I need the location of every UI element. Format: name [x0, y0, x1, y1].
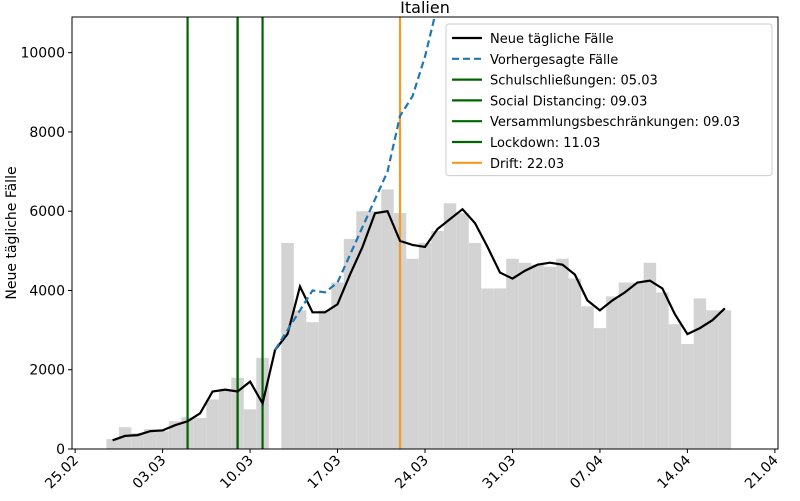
bar: [506, 258, 519, 449]
y-tick-label: 0: [56, 442, 65, 458]
bar: [556, 258, 569, 449]
legend-label: Lockdown: 11.03: [490, 136, 600, 151]
bar: [156, 431, 169, 449]
y-axis-label: Neue tägliche Fälle: [4, 166, 20, 299]
bar: [631, 282, 644, 449]
x-tick-label: 31.03: [480, 453, 520, 493]
legend-label: Versammlungsbeschränkungen: 09.03: [490, 115, 740, 130]
legend-label: Drift: 22.03: [490, 157, 564, 172]
bar: [531, 264, 544, 449]
bar: [443, 203, 457, 449]
bar: [331, 282, 344, 449]
x-tick-label: 24.03: [392, 453, 432, 493]
legend-label: Neue tägliche Fälle: [490, 32, 614, 47]
bar: [456, 213, 469, 449]
bar: [143, 429, 157, 449]
plot-area: [106, 17, 732, 449]
bar: [368, 211, 382, 449]
bar: [118, 427, 132, 449]
y-tick-label: 6000: [29, 204, 65, 220]
bar: [581, 306, 594, 449]
x-tick-label: 07.04: [567, 452, 607, 492]
x-tick-label: 10.03: [217, 453, 257, 493]
bar: [481, 288, 494, 449]
series-line: [112, 207, 726, 442]
series-line: [274, 17, 436, 351]
bar: [406, 258, 419, 449]
bar: [593, 328, 607, 449]
bar: [431, 231, 444, 449]
bar: [243, 409, 257, 449]
y-tick-label: 2000: [29, 363, 65, 379]
chart-title: Italien: [400, 0, 450, 17]
bar: [718, 310, 732, 449]
bar: [706, 310, 719, 449]
bar: [106, 439, 119, 449]
bar: [306, 322, 319, 449]
x-tick-label: 17.03: [305, 453, 345, 493]
bar: [568, 278, 582, 449]
bar: [168, 421, 182, 449]
bar: [356, 211, 369, 449]
bar: [643, 262, 657, 449]
x-tick-label: 14.04: [655, 452, 695, 492]
bar: [343, 238, 357, 449]
bar: [668, 324, 682, 449]
bar: [656, 292, 669, 449]
bar: [318, 310, 332, 449]
bar: [381, 189, 394, 449]
bar: [618, 282, 632, 449]
bar: [693, 298, 707, 449]
bar: [193, 418, 207, 449]
bar: [418, 242, 432, 449]
x-tick-label: 03.03: [130, 453, 170, 493]
legend-box: [445, 23, 773, 177]
bar: [131, 433, 144, 449]
legend-label: Schulschließungen: 05.03: [490, 74, 658, 89]
bar: [518, 262, 532, 449]
bar: [468, 242, 482, 449]
legend-label: Social Distancing: 09.03: [490, 94, 647, 109]
bar: [218, 389, 232, 449]
legend-label: Vorhergesagte Fälle: [490, 53, 618, 68]
bar: [543, 266, 557, 449]
y-tick-label: 4000: [29, 283, 65, 299]
bar: [606, 296, 619, 449]
y-tick-label: 8000: [29, 125, 65, 141]
bar: [281, 242, 294, 449]
x-tick-label: 21.04: [742, 452, 782, 492]
bar: [206, 399, 219, 449]
bar: [681, 343, 694, 449]
x-tick-label: 25.02: [42, 453, 82, 493]
y-tick-label: 10000: [20, 46, 65, 62]
bar: [493, 288, 507, 449]
bar: [293, 310, 307, 449]
